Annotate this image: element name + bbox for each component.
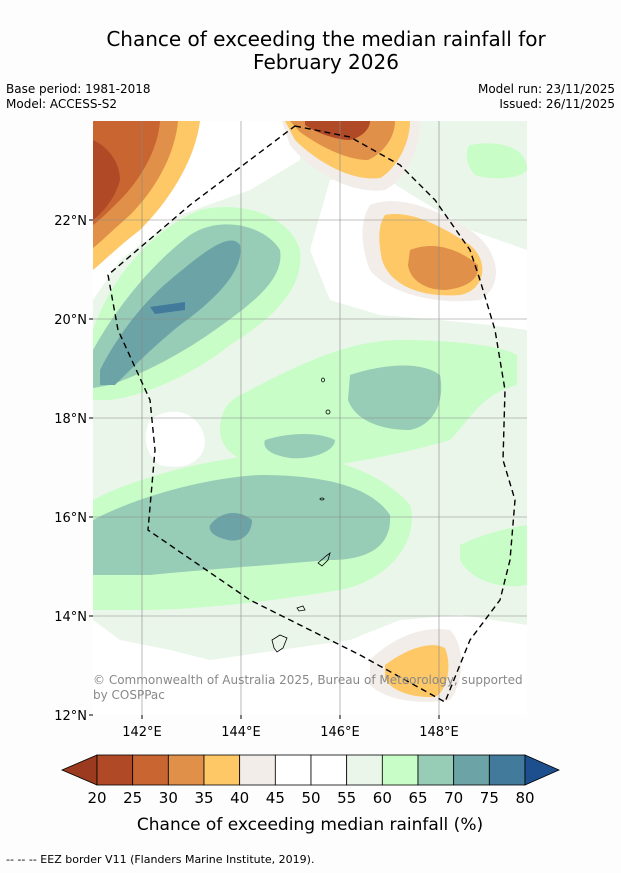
colorbar-label: Chance of exceeding median rainfall (%) [137,815,483,835]
base-period: Base period: 1981-2018 [6,82,151,96]
colorbar-segment-55-60 [346,754,383,786]
contour-green-northeast [466,143,527,179]
colorbar-tick-80: 80 [515,789,534,807]
lat-label-14: 14°N [54,610,87,625]
lat-label-20: 20°N [54,313,87,328]
colorbar-tick-60: 60 [373,789,392,807]
island-small-3 [321,377,325,383]
contour-brown-north [305,121,370,140]
issued-date: Issued: 26/11/2025 [499,97,615,111]
colorbar-segment-70-75 [453,754,490,786]
colorbar-tick-40: 40 [230,789,249,807]
copyright-line-1: © Commonwealth of Australia 2025, Bureau… [93,673,523,687]
colorbar-extend-high [524,754,560,786]
contour-yellow-southeast [385,645,449,698]
title-line-2: February 2026 [253,50,399,74]
model-run: Model run: 23/11/2025 [477,82,615,96]
colorbar-segment-35-40 [203,754,241,786]
model-name: Model: ACCESS-S2 [6,97,118,111]
island-small-1 [319,497,325,501]
contour-orange-east [408,245,479,290]
contour-blue-patch [150,302,185,314]
copyright-line-2: by COSPPac [93,688,165,702]
graticule [93,121,527,715]
island-small-2 [325,409,331,415]
colorbar-segment-60-65 [381,754,419,786]
map-area: © Commonwealth of Australia 2025, Bureau… [93,121,527,715]
colorbar-segment-20-25 [96,754,134,786]
colorbar-segment-25-30 [132,754,169,786]
colorbar-segment-75-80 [488,754,526,786]
lat-label-12: 12°N [54,709,87,724]
longitude-labels: 142°E 144°E 146°E 148°E [122,725,459,740]
lon-label-148: 148°E [419,725,459,740]
colorbar-extend-low [60,754,98,786]
eez-border [107,125,516,703]
lon-label-146: 146°E [320,725,360,740]
colorbar-segment-30-35 [167,754,205,786]
lon-label-142: 142°E [122,725,162,740]
colorbar: 20 25 30 35 40 45 50 55 60 65 70 75 80 [60,754,560,807]
colorbar-tick-50: 50 [301,789,320,807]
contour-brown-northwest [93,140,120,220]
colorbar-tick-70: 70 [444,789,463,807]
eez-source-note: -- -- -- EEZ border V11 (Flanders Marine… [6,853,315,866]
contour-green-southeast [460,525,527,587]
map-title: Chance of exceeding the median rainfall … [0,28,621,74]
axis-ticks [89,219,440,719]
colorbar-tick-35: 35 [194,789,213,807]
colorbar-tick-55: 55 [337,789,356,807]
contour-darkteal-northwest [100,240,241,385]
lon-label-144: 144°E [221,725,261,740]
colorbar-segment-40-45 [239,754,276,786]
colorbar-segment-65-70 [417,754,455,786]
island-guam [271,634,288,653]
colorbar-tick-20: 20 [87,789,106,807]
island-rota [296,605,306,612]
contour-teal-center [348,365,442,430]
meta-left: Base period: 1981-2018 Model: ACCESS-S2 [6,82,151,112]
contour-white-west [145,411,205,467]
colorbar-tick-65: 65 [408,789,427,807]
meta-right: Model run: 23/11/2025 Issued: 26/11/2025 [478,82,615,112]
contour-white-bottom [93,680,527,715]
island-saipan [317,551,331,567]
title-line-1: Chance of exceeding the median rainfall … [106,27,546,51]
lat-label-16: 16°N [54,511,87,526]
colorbar-tick-25: 25 [123,789,142,807]
islands [271,377,331,653]
colorbar-segment-45-50 [274,754,312,786]
lat-label-18: 18°N [54,412,87,427]
contour-darkteal-south [209,513,252,541]
contour-teal-small [264,434,335,459]
colorbar-segment-50-55 [310,754,348,786]
colorbar-tick-75: 75 [480,789,499,807]
lat-label-22: 22°N [54,214,87,229]
latitude-labels: 22°N 20°N 18°N 16°N 14°N 12°N [54,214,87,724]
colorbar-tick-30: 30 [159,789,178,807]
colorbar-tick-45: 45 [266,789,285,807]
